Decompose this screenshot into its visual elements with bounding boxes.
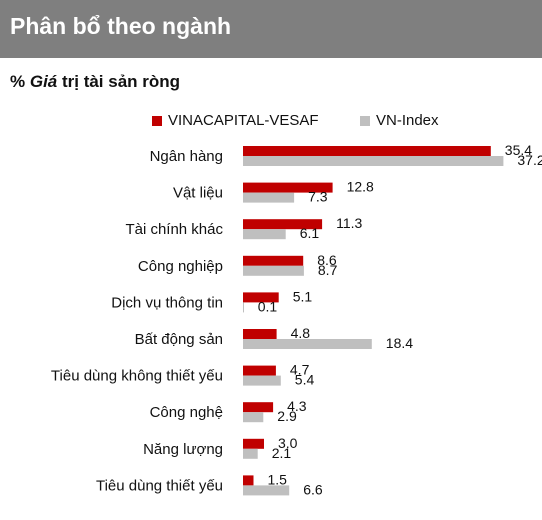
subtitle-rest: trị tài sản ròng (57, 72, 181, 91)
bar-vesaf (243, 438, 264, 449)
bar-vesaf (243, 146, 491, 156)
bar-vn-index (243, 265, 304, 276)
data-label-vn-index: 37.2 (517, 152, 542, 168)
category-label: Vật liệu (173, 185, 223, 202)
bar-vesaf (243, 365, 276, 376)
category-label: Ngân hàng (150, 148, 223, 165)
bar-vn-index (243, 485, 290, 496)
data-label-vn-index: 5.4 (295, 372, 315, 388)
legend-swatch-series-1 (152, 116, 162, 126)
bar-chart: Ngân hàng 35.437.2 Vật liệu 12.8 7.3 Tài chín… (51, 142, 542, 497)
data-label-vesaf: 1.5 (268, 471, 288, 487)
data-label-vesaf: 11.3 (336, 215, 362, 231)
category-label: Tiêu dùng thiết yếu (96, 477, 223, 494)
data-label-vn-index: 2.9 (277, 408, 297, 424)
category-label: Công nghiệp (138, 258, 223, 275)
data-label-vesaf: 35.4 (505, 142, 532, 158)
legend-label-series-1: VINACAPITAL-VESAF (168, 112, 319, 129)
category-label: Năng lượng (143, 441, 223, 458)
legend-label-series-2: VN-Index (376, 112, 439, 129)
subtitle-emphasis: Giá (29, 72, 58, 91)
bar-vn-index (243, 302, 244, 313)
category-label: Dịch vụ thông tin (111, 294, 223, 311)
bar-vesaf (243, 292, 279, 303)
data-label-vesaf: 4.7 (290, 362, 310, 378)
data-label-vesaf: 5.1 (293, 288, 313, 304)
subtitle-percent: % (10, 72, 30, 91)
page-title: Phân bổ theo ngành (10, 13, 232, 39)
bar-vn-index (243, 448, 258, 459)
category-label: Tài chính khác (125, 221, 223, 238)
data-label-vn-index: 6.1 (300, 225, 320, 241)
bar-vesaf (243, 402, 274, 413)
bar-vn-index (243, 156, 504, 166)
bar-vn-index (243, 412, 264, 423)
category-label: Tiêu dùng không thiết yếu (51, 368, 223, 385)
category-label: Công nghệ (150, 404, 223, 421)
data-label-vesaf: 3.0 (278, 435, 298, 451)
chart-subtitle: % Giá trị tài sản ròng (10, 72, 180, 92)
bar-vn-index (243, 192, 295, 203)
data-label-vn-index: 0.1 (258, 298, 278, 314)
data-label-vesaf: 8.6 (317, 252, 337, 268)
chart-legend: VINACAPITAL-VESAF VN-Index (0, 110, 542, 132)
data-label-vn-index: 18.4 (386, 335, 413, 351)
bar-vn-index (243, 339, 372, 349)
bar-vn-index (243, 229, 286, 240)
data-label-vn-index: 6.6 (303, 481, 323, 497)
bar-vesaf (243, 329, 277, 339)
legend-swatch-series-2 (360, 116, 370, 126)
data-label-vn-index: 7.3 (308, 189, 328, 205)
bar-vesaf (243, 475, 254, 486)
data-label-vesaf: 12.8 (347, 179, 374, 195)
data-label-vesaf: 4.8 (291, 325, 311, 341)
header-bar: Phân bổ theo ngành (0, 0, 542, 58)
data-label-vn-index: 8.7 (318, 262, 338, 278)
data-label-vesaf: 4.3 (287, 398, 307, 414)
bar-vesaf (243, 182, 333, 193)
category-label: Bất động sản (135, 331, 223, 348)
bar-vesaf (243, 219, 323, 230)
bar-vn-index (243, 375, 281, 386)
data-label-vn-index: 2.1 (272, 445, 292, 461)
bar-vesaf (243, 255, 304, 266)
